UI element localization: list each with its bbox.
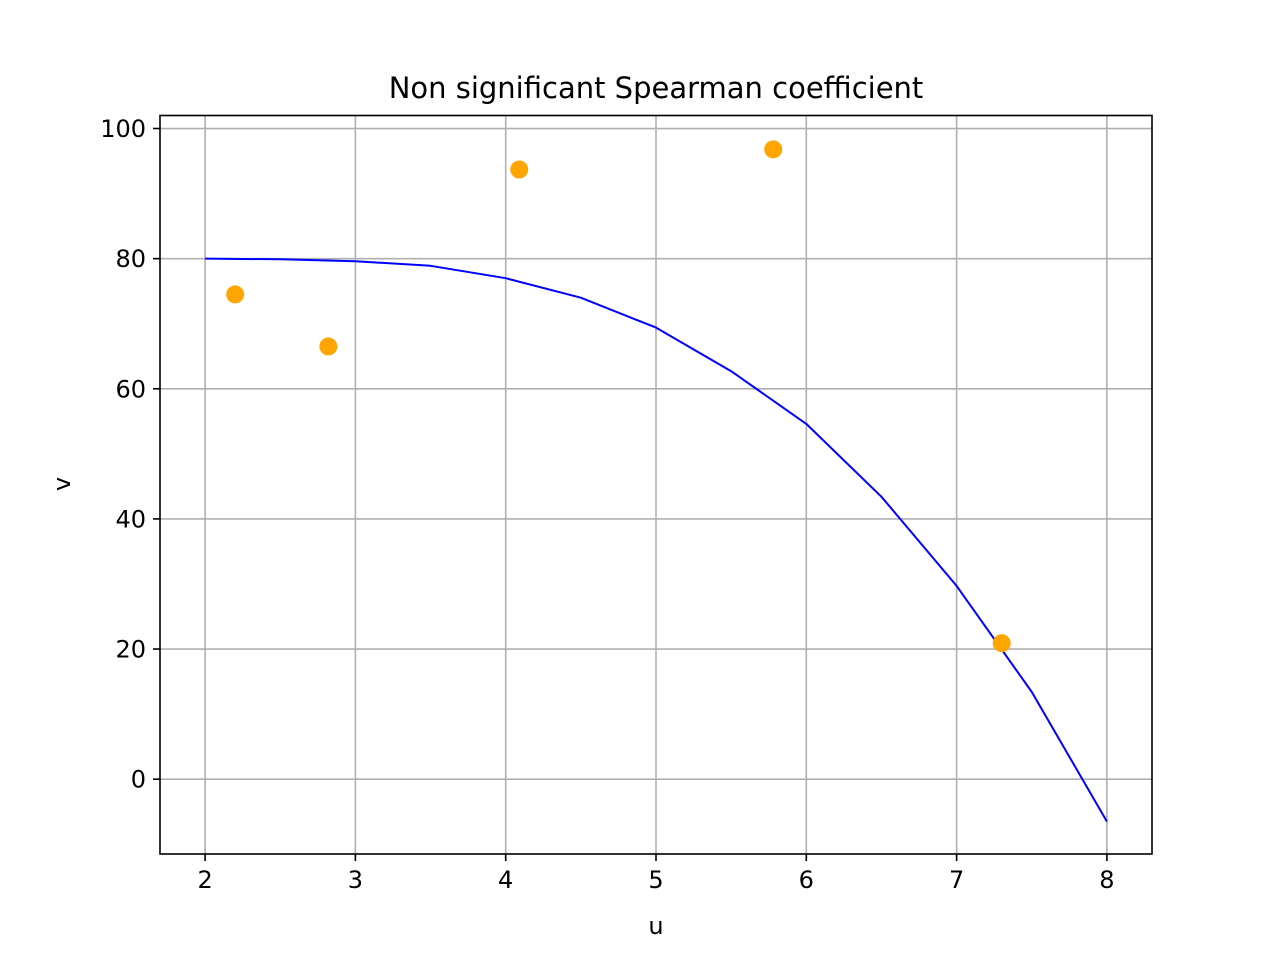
- y-tick-label: 100: [100, 115, 146, 143]
- y-tick-label: 0: [131, 766, 146, 794]
- y-tick-label: 40: [115, 505, 146, 533]
- scatter-point: [764, 140, 783, 159]
- data-series: [205, 140, 1108, 823]
- x-tick-label: 2: [197, 866, 212, 894]
- x-tick-label: 6: [799, 866, 814, 894]
- fit-curve-line: [205, 257, 1108, 823]
- scatter-point: [319, 337, 338, 356]
- y-tick-label: 60: [115, 375, 146, 403]
- scatter-point: [226, 285, 245, 304]
- x-tick-label: 4: [498, 866, 513, 894]
- scatter-point: [992, 634, 1011, 653]
- y-tick-label: 20: [115, 636, 146, 664]
- x-tick-label: 5: [648, 866, 663, 894]
- grid-lines: [160, 115, 1152, 854]
- chart-title: Non significant Spearman coefficient: [389, 71, 924, 105]
- scatter-point: [510, 160, 529, 179]
- x-tick-label: 8: [1099, 866, 1114, 894]
- x-tick-label: 7: [949, 866, 964, 894]
- y-tick-label: 80: [115, 245, 146, 273]
- y-axis-label: v: [48, 477, 76, 491]
- x-axis-label: u: [648, 912, 663, 940]
- x-tick-label: 3: [348, 866, 363, 894]
